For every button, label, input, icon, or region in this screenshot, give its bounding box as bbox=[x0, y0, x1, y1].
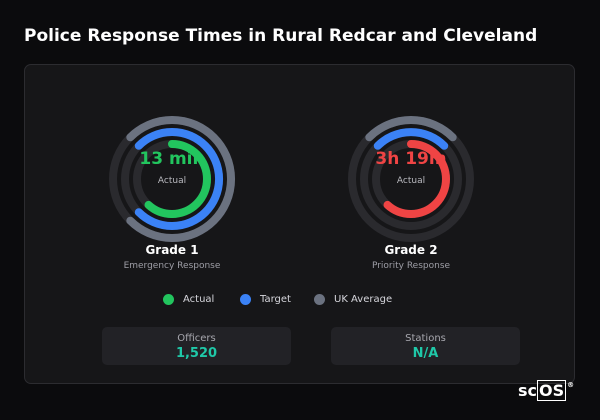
legend-label: UK Average bbox=[334, 293, 393, 305]
gauge-grade-1: 13 min Actual Grade 1 Emergency Response bbox=[102, 109, 242, 271]
grade-description: Priority Response bbox=[371, 261, 451, 271]
gauge-grade-2: 3h 19m Actual Grade 2 Priority Response bbox=[341, 109, 481, 271]
registered-mark: ® bbox=[567, 381, 575, 389]
gauge-value-label: Actual bbox=[157, 176, 187, 186]
brand-logo: sc OS ® bbox=[518, 380, 575, 401]
legend-label: Target bbox=[260, 293, 291, 305]
stat-officers: Officers 1,520 bbox=[102, 327, 291, 365]
gauge-value: 3h 19m bbox=[375, 149, 447, 169]
target-arc bbox=[134, 128, 223, 230]
legend-dot-actual bbox=[163, 293, 174, 305]
gauge-value-label: Actual bbox=[396, 176, 426, 186]
brand-boxed: OS bbox=[537, 380, 567, 401]
legend-item-target: Target bbox=[240, 291, 291, 307]
legend: Actual Target UK Average bbox=[25, 291, 574, 307]
grade-description: Emergency Response bbox=[123, 261, 221, 271]
actual-arc bbox=[407, 140, 450, 218]
uk-average-arc bbox=[126, 116, 236, 242]
page-title: Police Response Times in Rural Redcar an… bbox=[24, 26, 538, 46]
legend-item-uk-average: UK Average bbox=[314, 291, 392, 307]
stat-value: N/A bbox=[412, 346, 439, 361]
uk-average-arc bbox=[365, 116, 457, 142]
legend-dot-target bbox=[240, 293, 251, 305]
grade-title: Grade 1 bbox=[145, 243, 199, 257]
response-times-card: 13 min Actual Grade 1 Emergency Response… bbox=[24, 64, 575, 384]
gauge-grade-1-rings bbox=[109, 116, 236, 242]
stat-stations: Stations N/A bbox=[331, 327, 520, 365]
actual-arc bbox=[168, 140, 211, 218]
stat-label: Officers bbox=[177, 333, 216, 344]
legend-item-actual: Actual bbox=[163, 291, 214, 307]
stat-value: 1,520 bbox=[175, 346, 218, 361]
legend-dot-uk-average bbox=[314, 293, 325, 305]
grade-title: Grade 2 bbox=[384, 243, 438, 257]
brand-prefix: sc bbox=[518, 381, 538, 400]
legend-label: Actual bbox=[183, 293, 215, 305]
gauge-grade-2-rings bbox=[348, 116, 474, 242]
gauge-value: 13 min bbox=[139, 149, 205, 169]
stat-label: Stations bbox=[405, 333, 446, 344]
target-arc bbox=[373, 128, 449, 150]
